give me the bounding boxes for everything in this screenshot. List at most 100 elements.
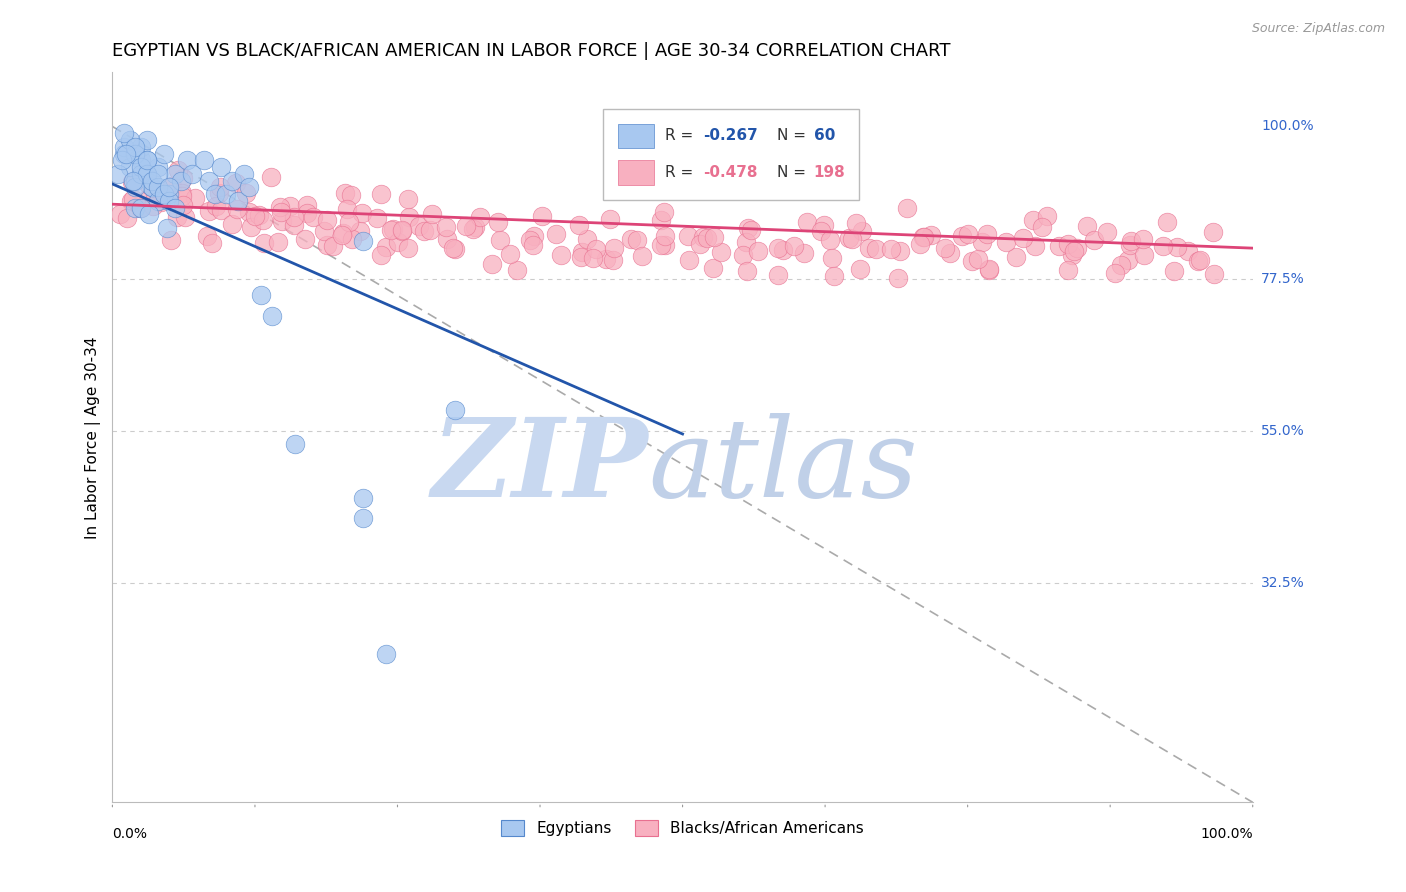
FancyBboxPatch shape (617, 123, 654, 148)
Point (631, 249, 654, 263)
Point (181, 167, 204, 181)
Point (676, 229, 699, 244)
Point (129, 140, 152, 154)
Point (747, 244, 769, 258)
Point (159, 180, 181, 194)
Point (434, 219, 457, 234)
Point (139, 187, 162, 202)
Point (232, 167, 254, 181)
Point (1116, 252, 1139, 267)
Point (201, 235, 224, 250)
Text: Source: ZipAtlas.com: Source: ZipAtlas.com (1251, 22, 1385, 36)
Point (172, 171, 194, 186)
Point (544, 227, 567, 241)
Point (1095, 225, 1118, 239)
Point (702, 260, 724, 275)
Text: -0.267: -0.267 (703, 128, 758, 144)
Point (1104, 266, 1126, 280)
Point (783, 239, 806, 253)
Point (315, 238, 337, 252)
Point (1022, 213, 1045, 227)
Point (813, 219, 835, 233)
Point (735, 264, 758, 278)
Point (239, 219, 262, 234)
Point (269, 200, 291, 214)
Point (848, 261, 870, 276)
Text: 55.0%: 55.0% (1261, 424, 1305, 438)
Point (141, 180, 163, 194)
Point (489, 233, 512, 247)
Text: N =: N = (778, 128, 811, 144)
Point (156, 220, 179, 235)
Point (115, 211, 138, 225)
Point (135, 167, 157, 181)
Point (1031, 220, 1053, 235)
Point (152, 187, 174, 202)
Point (352, 235, 374, 249)
Point (1060, 248, 1083, 262)
Point (160, 178, 183, 193)
Point (340, 232, 363, 246)
Point (112, 140, 135, 154)
Point (703, 230, 725, 244)
Point (226, 194, 249, 208)
Point (176, 153, 198, 168)
Point (654, 228, 676, 243)
Point (143, 187, 166, 202)
Legend: Egyptians, Blacks/African Americans: Egyptians, Blacks/African Americans (495, 814, 870, 842)
Point (519, 233, 541, 247)
Point (332, 226, 354, 240)
Point (887, 271, 910, 285)
Point (252, 213, 274, 227)
Point (1012, 231, 1035, 245)
Point (391, 224, 413, 238)
Y-axis label: In Labor Force | Age 30-34: In Labor Force | Age 30-34 (86, 336, 101, 539)
Point (235, 186, 257, 201)
Point (740, 223, 762, 237)
Point (1177, 244, 1199, 258)
Point (150, 194, 173, 209)
Point (391, 223, 413, 237)
Point (696, 231, 718, 245)
Point (271, 213, 294, 227)
Point (443, 403, 465, 417)
Point (160, 234, 183, 248)
Point (1063, 244, 1085, 258)
Point (1036, 209, 1059, 223)
Point (260, 309, 283, 323)
Text: atlas: atlas (648, 413, 918, 520)
Point (198, 204, 221, 219)
Point (793, 245, 815, 260)
Text: R =: R = (665, 165, 699, 180)
Point (1119, 238, 1142, 252)
Point (1024, 239, 1046, 253)
Point (366, 211, 388, 225)
Point (209, 203, 232, 218)
Point (896, 201, 918, 215)
Point (602, 252, 624, 267)
Point (569, 250, 592, 264)
Point (112, 126, 135, 140)
Point (270, 204, 292, 219)
Point (823, 268, 845, 283)
Point (650, 213, 672, 227)
Point (152, 146, 174, 161)
Point (1204, 267, 1226, 281)
Point (585, 242, 607, 256)
Point (375, 647, 398, 661)
Point (249, 288, 271, 302)
Point (731, 248, 754, 262)
Point (208, 186, 231, 200)
Point (267, 235, 290, 249)
Point (1004, 250, 1026, 264)
Point (1119, 234, 1142, 248)
Point (294, 232, 316, 246)
Point (851, 224, 873, 238)
Point (110, 153, 132, 168)
Point (135, 153, 157, 168)
Point (506, 262, 529, 277)
Point (652, 205, 675, 219)
Point (129, 167, 152, 181)
Point (135, 153, 157, 168)
Point (481, 257, 503, 271)
